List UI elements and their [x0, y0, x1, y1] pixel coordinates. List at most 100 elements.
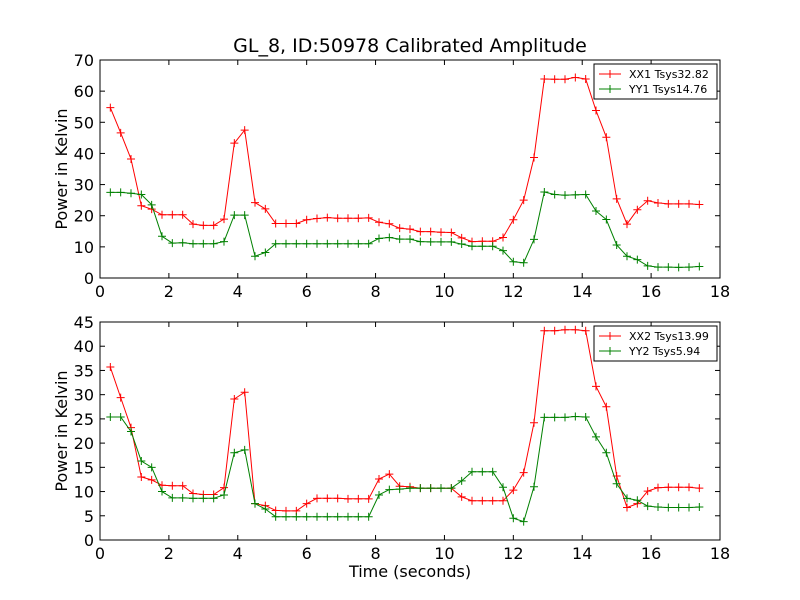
chart-panel-1: 0 2 4 6 8 10 12 14 16 18 0 10 20 30 40 50 60 70 Power in K…: [52, 51, 730, 301]
data-point: [519, 258, 528, 267]
data-point: [344, 214, 352, 223]
x-tick-label: 16: [641, 544, 661, 563]
data-point: [685, 263, 693, 272]
data-point: [147, 200, 156, 209]
x-tick-label: 18: [710, 282, 730, 301]
data-point: [509, 486, 518, 495]
y-tick-label: 0: [84, 269, 94, 288]
data-point: [106, 412, 115, 421]
data-point: [602, 215, 611, 224]
data-point: [612, 240, 621, 249]
data-point: [168, 210, 177, 219]
legend-entry-label: XX1 Tsys32.82: [629, 68, 709, 81]
data-point: [364, 213, 373, 222]
legend: XX2 Tsys13.99 YY2 Tsys5.94: [593, 325, 718, 362]
y-tick-label: 20: [74, 434, 94, 453]
x-tick-label: 4: [233, 282, 243, 301]
data-point: [209, 494, 218, 503]
data-point: [168, 493, 177, 502]
data-point: [437, 484, 445, 493]
series-group-2: [106, 412, 704, 526]
x-tick-label: 8: [370, 282, 380, 301]
legend-swatch-marker: [606, 347, 614, 355]
data-point: [406, 484, 414, 493]
figure-title: GL_8, ID:50978 Calibrated Amplitude: [233, 35, 587, 57]
data-point: [282, 239, 290, 248]
data-point: [189, 494, 197, 503]
series-line: [110, 191, 700, 268]
data-point: [137, 473, 146, 482]
legend-box: [593, 325, 718, 362]
data-point: [199, 239, 208, 248]
data-point: [220, 215, 228, 224]
data-point: [333, 239, 342, 248]
legend-entry-label: YY2 Tsys5.94: [628, 345, 700, 358]
y-tick-label: 35: [74, 361, 94, 380]
data-point: [602, 133, 611, 142]
data-point: [251, 499, 259, 508]
data-point: [271, 512, 280, 521]
x-tick-label: 10: [434, 544, 454, 563]
data-point: [313, 494, 321, 503]
data-point: [695, 200, 704, 209]
data-point: [643, 502, 652, 511]
data-point: [643, 487, 652, 496]
series-line: [109, 76, 700, 243]
data-point: [271, 239, 280, 248]
data-point: [623, 503, 631, 512]
data-point: [261, 204, 270, 213]
data-point: [385, 233, 394, 242]
data-point: [592, 432, 600, 441]
data-point: [106, 363, 115, 372]
data-point: [147, 463, 156, 472]
data-point: [116, 128, 125, 137]
data-point: [550, 75, 559, 84]
data-point: [571, 73, 580, 82]
data-point: [292, 239, 301, 248]
data-point: [685, 503, 693, 512]
x-tick-label: 8: [370, 544, 380, 563]
data-point: [695, 262, 704, 271]
data-point: [251, 252, 259, 261]
data-point: [581, 190, 590, 199]
data-point: [116, 393, 125, 402]
data-point: [261, 504, 270, 513]
data-point: [127, 427, 135, 436]
data-point: [116, 188, 125, 197]
data-point: [344, 494, 352, 503]
data-point: [550, 413, 559, 422]
data-point: [302, 499, 311, 508]
data-point: [137, 457, 146, 466]
data-point: [395, 224, 404, 233]
data-point: [664, 199, 673, 208]
data-point: [633, 255, 642, 264]
data-point: [592, 207, 600, 216]
data-point: [240, 211, 249, 220]
data-point: [561, 191, 569, 200]
data-point: [344, 512, 352, 521]
y-tick-label: 5: [84, 507, 94, 526]
data-point: [530, 235, 538, 244]
data-point: [581, 74, 590, 83]
data-point: [240, 445, 249, 454]
x-tick-label: 14: [572, 544, 592, 563]
data-point: [664, 483, 673, 492]
series-group-2: [106, 188, 704, 272]
x-tick-label: 2: [164, 544, 174, 563]
data-point: [499, 246, 507, 255]
data-point: [344, 239, 352, 248]
data-point: [437, 237, 445, 246]
data-point: [282, 219, 290, 228]
data-point: [364, 239, 373, 248]
data-point: [633, 496, 642, 505]
data-point: [561, 413, 569, 422]
y-tick-label: 10: [74, 483, 94, 502]
data-point: [643, 196, 652, 205]
legend-entry-label: XX2 Tsys13.99: [629, 330, 709, 343]
data-point: [323, 512, 332, 521]
data-point: [147, 475, 156, 484]
x-tick-label: 12: [503, 282, 523, 301]
data-point: [571, 412, 580, 421]
y-axis-title: Power in Kelvin: [52, 108, 71, 229]
